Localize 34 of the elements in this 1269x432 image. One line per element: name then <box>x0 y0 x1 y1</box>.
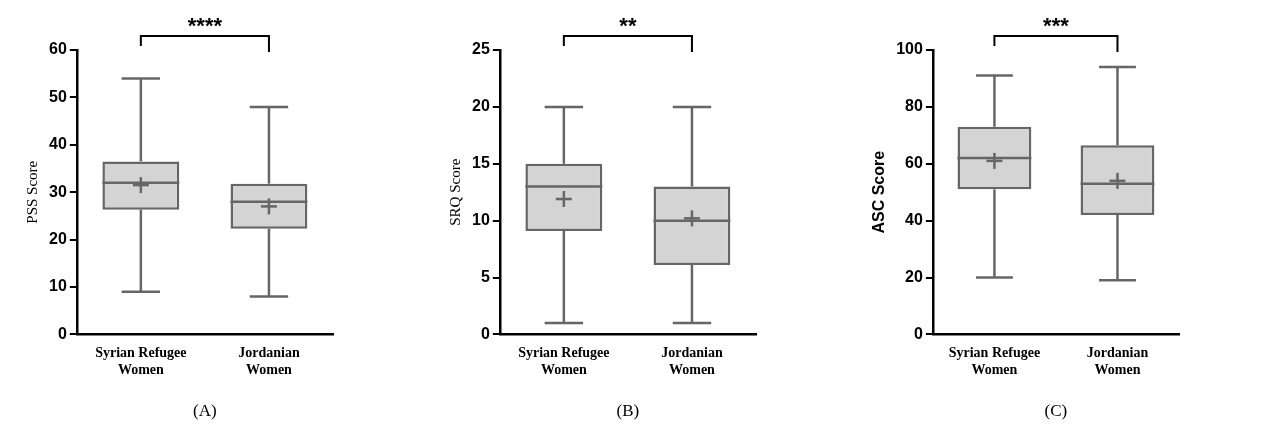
y-axis-title: SRQ Score <box>446 158 463 226</box>
y-tick-label: 20 <box>472 97 490 115</box>
y-axis-title: ASC Score <box>870 150 888 234</box>
y-tick-label: 10 <box>472 211 490 229</box>
y-tick-label: 25 <box>472 40 490 58</box>
text: (C) <box>1044 401 1068 421</box>
x-tick-label: Syrian Refugee Women <box>948 345 1041 378</box>
y-tick-label: 0 <box>913 324 923 342</box>
y-tick-label: 40 <box>49 135 67 153</box>
x-tick-label: Syrian Refugee Women <box>518 345 610 378</box>
x-tick-label: Jordanian Women <box>238 345 300 378</box>
text: **** <box>187 13 223 39</box>
y-tick-label: 60 <box>905 154 923 172</box>
y-tick-label: 20 <box>905 267 923 285</box>
y-tick-label: 10 <box>49 277 67 295</box>
y-tick-label: 15 <box>472 154 490 172</box>
y-tick-label: 0 <box>480 324 490 342</box>
y-tick-label: 60 <box>49 40 67 58</box>
x-tick-label: Syrian Refugee Women <box>95 345 187 378</box>
y-tick-label: 30 <box>49 182 67 200</box>
y-tick-label: 40 <box>905 211 923 229</box>
y-tick-label: 0 <box>57 324 67 342</box>
y-tick-label: 5 <box>480 267 490 285</box>
y-tick-label: 50 <box>49 87 67 105</box>
x-tick-label: Jordanian Women <box>661 345 723 378</box>
y-axis-title: PSS Score <box>23 160 40 224</box>
x-tick-label: Jordanian Women <box>1086 345 1149 378</box>
y-tick-label: 80 <box>905 97 923 115</box>
text: ** <box>619 13 637 39</box>
text: *** <box>1043 13 1070 39</box>
text: (A) <box>193 401 217 421</box>
y-tick-label: 100 <box>896 40 923 58</box>
y-tick-label: 20 <box>49 230 67 248</box>
text: (B) <box>616 401 640 421</box>
